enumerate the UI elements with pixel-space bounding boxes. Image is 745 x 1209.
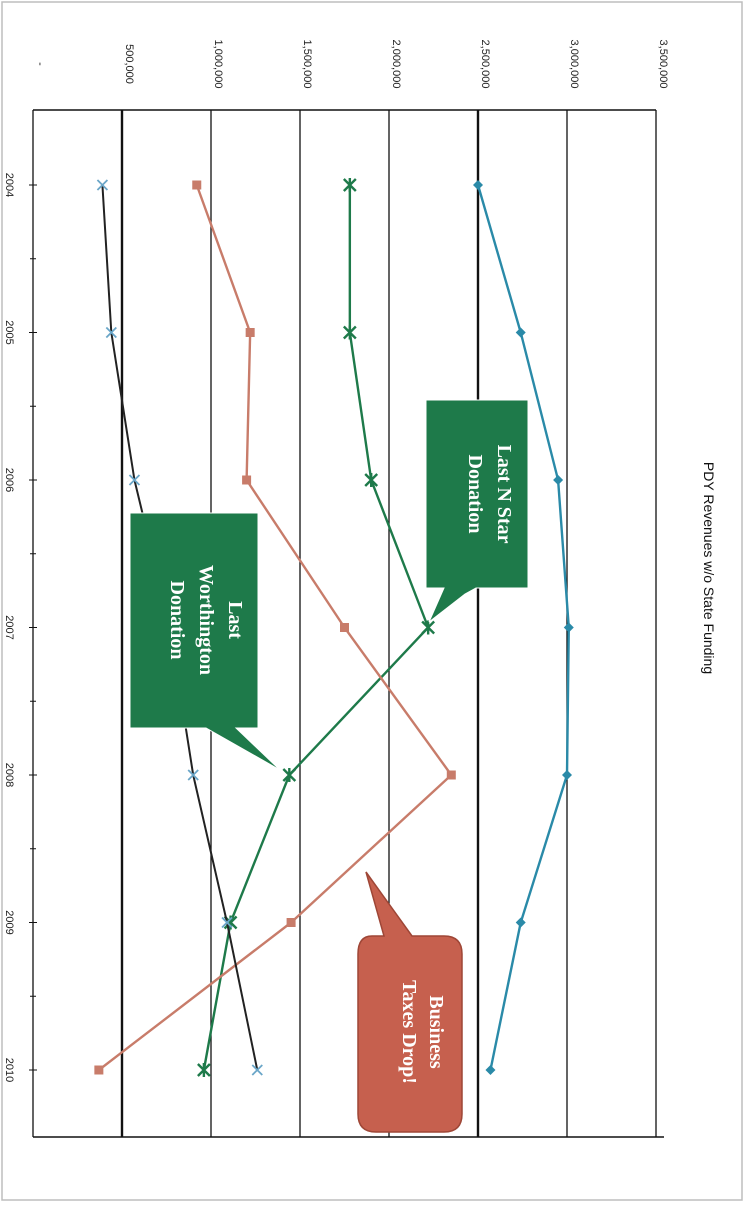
y-tick-label: -: [34, 62, 46, 66]
data-point: [128, 474, 141, 486]
y-tick-label: 2,500,000: [479, 40, 491, 89]
data-point: [563, 622, 574, 633]
annotation-last-worthington-box: [129, 512, 281, 771]
annotation-last-n-star-line-1: Last N Star: [493, 445, 515, 544]
data-point: [340, 623, 349, 632]
y-tick-label: 1,000,000: [212, 40, 224, 89]
data-point: [446, 770, 456, 780]
y-tick-label: 3,000,000: [568, 40, 580, 89]
x-tick-label: 2006: [3, 468, 15, 492]
data-point: [187, 769, 199, 781]
series-line: [476, 184, 570, 1071]
y-tick-label: 2,000,000: [390, 40, 402, 89]
y-tick-label: 500,000: [123, 44, 135, 84]
x-tick-labels: 2004 2005 2006 2007 2008 2009 2010: [3, 173, 37, 1082]
data-point: [473, 180, 483, 190]
annotation-business-taxes-line-1: Business: [425, 995, 447, 1069]
x-tick-label: 2004: [3, 173, 15, 197]
data-point: [515, 327, 526, 338]
data-point: [562, 770, 572, 780]
x-tick-label: 2007: [3, 615, 15, 639]
x-tick-label: 2009: [3, 910, 15, 934]
data-point: [485, 1065, 496, 1075]
data-point: [286, 918, 296, 927]
data-point: [96, 179, 109, 191]
data-point: [221, 916, 233, 929]
data-point: [515, 917, 526, 928]
data-point: [197, 1063, 211, 1077]
data-point: [245, 328, 255, 337]
x-tick-label: 2005: [3, 320, 15, 344]
annotation-last-worthington-line-1: Last: [224, 601, 246, 639]
data-point: [553, 475, 564, 485]
chart-title: PDY Revenues w/o State Funding: [701, 462, 717, 674]
annotation-last-n-star: Last N Star Donation: [425, 399, 529, 623]
data-point: [342, 325, 357, 340]
annotation-business-taxes-box: [357, 871, 463, 1133]
data-point: [364, 473, 379, 487]
data-point: [192, 180, 202, 190]
annotation-last-n-star-box: [425, 399, 529, 623]
annotation-last-worthington: Last Worthington Donation: [129, 512, 281, 771]
y-tick-label: 1,500,000: [301, 40, 313, 89]
data-point: [242, 475, 252, 485]
data-point: [94, 1065, 104, 1075]
annotation-business-taxes: Business Taxes Drop!: [357, 871, 463, 1133]
data-point: [282, 768, 297, 782]
grid-lines: [32, 109, 664, 1138]
data-point: [251, 1064, 263, 1076]
annotation-business-taxes-line-2: Taxes Drop!: [398, 980, 420, 1084]
x-tick-label: 2010: [3, 1058, 15, 1082]
x-tick-label: 2008: [3, 763, 15, 787]
y-tick-labels: - 500,000 1,000,000 1,500,000 2,000,000 2,500…: [34, 40, 669, 89]
data-point: [342, 178, 357, 192]
y-tick-label: 3,500,000: [657, 40, 669, 89]
series-group: [94, 178, 574, 1077]
annotation-last-worthington-line-3: Donation: [166, 581, 188, 660]
data-point: [421, 620, 436, 635]
data-point: [105, 326, 117, 339]
annotation-last-worthington-line-2: Worthington: [195, 565, 217, 675]
annotation-last-n-star-line-2: Donation: [464, 455, 486, 534]
